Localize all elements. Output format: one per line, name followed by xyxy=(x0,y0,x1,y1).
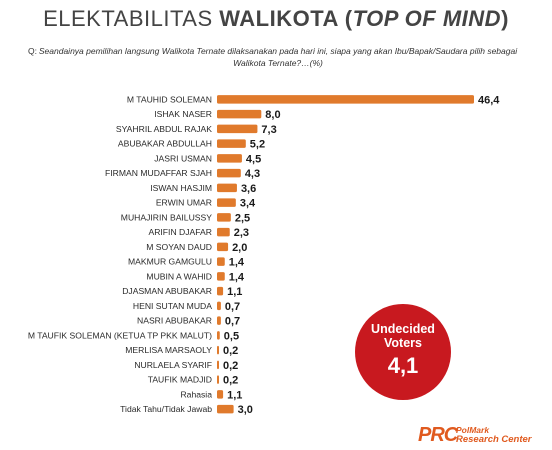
bar xyxy=(217,95,474,104)
value-label: 5,2 xyxy=(250,139,265,151)
category-label: TAUFIK MADJID xyxy=(148,375,212,385)
logo-mark: PRC xyxy=(418,424,458,446)
category-label: MAKMUR GAMGULU xyxy=(128,257,212,267)
value-label: 0,2 xyxy=(223,360,238,372)
undecided-voters-badge: Undecided Voters 4,1 xyxy=(355,304,451,400)
bar xyxy=(217,375,219,384)
value-label: 2,5 xyxy=(235,212,250,224)
category-label: ABUBAKAR ABDULLAH xyxy=(118,139,212,149)
value-label: 0,7 xyxy=(225,301,240,313)
value-label: 7,3 xyxy=(261,124,276,136)
category-label: Rahasia xyxy=(180,389,212,399)
category-label: ARIFIN DJAFAR xyxy=(148,227,212,237)
bar xyxy=(217,404,234,414)
category-label: MUBIN A WAHID xyxy=(146,271,212,281)
category-label: JASRI USMAN xyxy=(154,153,212,163)
value-label: 46,4 xyxy=(478,94,500,106)
bar xyxy=(217,227,230,237)
category-label: M SOYAN DAUD xyxy=(146,242,212,252)
value-label: 0,5 xyxy=(224,330,239,342)
title-bold: WALIKOTA xyxy=(219,6,339,31)
title-open-paren: ( xyxy=(338,6,353,31)
category-label: SYAHRIL ABDUL RAJAK xyxy=(116,124,212,134)
value-label: 3,4 xyxy=(240,198,256,210)
category-label: ISWAN HASJIM xyxy=(150,183,212,193)
bar xyxy=(217,360,219,370)
logo-line1: PolMark xyxy=(456,425,490,435)
bar xyxy=(217,345,219,355)
bar xyxy=(217,390,224,399)
value-label: 8,0 xyxy=(265,109,280,121)
category-label: NASRI ABUBAKAR xyxy=(137,316,212,326)
value-label: 1,1 xyxy=(227,286,242,298)
value-label: 4,5 xyxy=(246,153,261,165)
bar xyxy=(217,154,242,163)
category-label: DJASMAN ABUBAKAR xyxy=(122,286,212,296)
title-prefix: ELEKTABILITAS xyxy=(43,6,220,31)
value-label: 2,3 xyxy=(234,227,249,239)
category-label: M TAUFIK SOLEMAN (KETUA TP PKK MALUT) xyxy=(28,330,212,340)
undecided-value: 4,1 xyxy=(387,353,419,378)
bar xyxy=(217,139,246,148)
category-label: MUHAJIRIN BAILUSSY xyxy=(121,212,212,222)
survey-question: Q: Seandainya pemilihan langsung Walikot… xyxy=(28,46,528,69)
bar xyxy=(217,286,224,296)
bar xyxy=(217,242,229,252)
value-label: 4,3 xyxy=(245,168,260,180)
bar xyxy=(217,198,236,207)
category-label: Tidak Tahu/Tidak Jawab xyxy=(120,404,212,414)
prc-logo: PRC PolMark Research Center xyxy=(418,424,548,446)
bar xyxy=(217,213,231,222)
value-label: 0,7 xyxy=(225,316,240,328)
undecided-label-line1: Undecided xyxy=(371,322,435,336)
category-label: ERWIN UMAR xyxy=(156,198,212,208)
value-label: 1,4 xyxy=(229,257,245,269)
question-text: Seandainya pemilihan langsung Walikota T… xyxy=(38,46,518,68)
value-label: 0,2 xyxy=(223,375,238,387)
value-label: 1,4 xyxy=(229,271,245,283)
value-label: 3,6 xyxy=(241,183,256,195)
title-close-paren: ) xyxy=(501,6,509,31)
bar xyxy=(217,168,241,178)
bar xyxy=(217,272,225,281)
chart-title: ELEKTABILITAS WALIKOTA (TOP OF MIND) xyxy=(0,6,552,32)
category-label: ISHAK NASER xyxy=(154,109,212,119)
value-label: 1,1 xyxy=(227,389,242,401)
bar xyxy=(217,301,221,311)
bar xyxy=(217,183,237,193)
category-label: FIRMAN MUDAFFAR SJAH xyxy=(105,168,212,178)
value-label: 3,0 xyxy=(238,404,253,416)
bar xyxy=(217,257,225,266)
category-label: NURLAELA SYARIF xyxy=(134,360,212,370)
bar xyxy=(217,331,220,340)
title-italic: TOP OF MIND xyxy=(352,6,502,31)
undecided-label-line2: Voters xyxy=(384,336,422,350)
bar xyxy=(217,109,262,119)
bar xyxy=(217,124,258,134)
value-label: 0,2 xyxy=(223,345,238,357)
category-label: M TAUHID SOLEMAN xyxy=(127,94,212,104)
category-label: MERLISA MARSAOLY xyxy=(125,345,212,355)
question-label: Q: xyxy=(28,46,37,56)
category-label: HENI SUTAN MUDA xyxy=(133,301,212,311)
value-label: 2,0 xyxy=(232,242,247,254)
bar xyxy=(217,316,221,325)
logo-line2: Research Center xyxy=(456,434,532,445)
